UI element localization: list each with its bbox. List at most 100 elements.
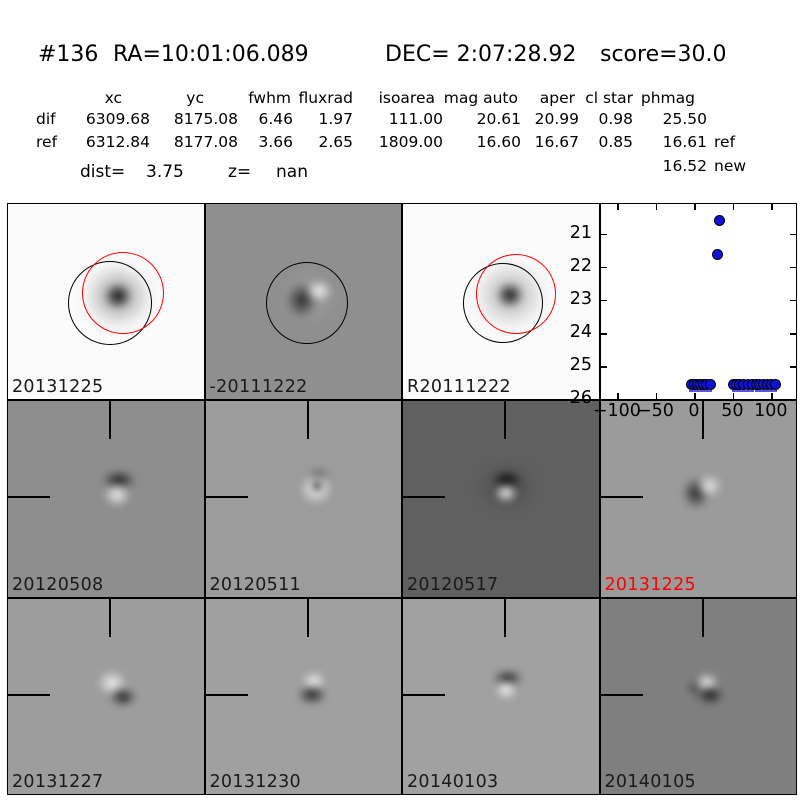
target-tick-horizontal [403, 693, 445, 696]
x-axis-tick [694, 204, 696, 210]
cutout-panel-20120517: 20120517 [402, 400, 600, 598]
y-tick-label: 26 [569, 388, 592, 409]
y-axis-tick [600, 366, 607, 368]
target-tick-vertical [701, 401, 704, 440]
lightcurve-plot [599, 203, 797, 401]
cutout-blob [306, 468, 331, 481]
cutout-date-label: 20131225 [12, 377, 104, 398]
x-axis-tick [694, 393, 696, 400]
y-axis-tick [600, 333, 607, 335]
y-axis-tick [600, 399, 607, 400]
y-axis-tick [790, 299, 796, 302]
target-tick-horizontal [8, 496, 50, 499]
cutout-panel-R20111222: R20111222 [402, 203, 600, 401]
target-tick-vertical [701, 598, 704, 637]
cutout-grid: 20131225 -20111222 R20111222 20120508 201205… [7, 203, 797, 795]
cutout-panel-20120508: 20120508 [7, 400, 205, 598]
limit-bar [732, 390, 754, 393]
target-tick-vertical [504, 598, 506, 637]
ra-value: RA=10:01:06.089 [113, 42, 309, 67]
target-tick-vertical [109, 598, 111, 637]
cutout-panel-20140105: 20140105 [599, 597, 797, 795]
row-label-dif: dif [36, 110, 56, 128]
col-isoarea: isoarea [378, 89, 435, 107]
target-tick-vertical [504, 401, 506, 440]
candidate-id: #136 [38, 42, 99, 67]
target-tick-horizontal [8, 693, 50, 696]
data-point-detections [711, 248, 723, 260]
x-tick-label: 0 [688, 401, 700, 422]
z-label: z= [228, 162, 252, 182]
cutout-blob [296, 684, 327, 705]
aperture-circle-red [476, 254, 556, 334]
cutout-panel--20111222: -20111222 [204, 203, 402, 401]
x-axis-tick [732, 393, 735, 400]
cutout-blob [109, 686, 137, 707]
cutout-date-label: 20120508 [12, 574, 104, 595]
cutout-blob [695, 684, 724, 705]
y-axis-tick [600, 233, 607, 236]
x-axis-tick [655, 204, 658, 210]
cutout-blob [494, 483, 518, 504]
z-value: nan [276, 162, 308, 182]
y-tick-label: 25 [569, 355, 592, 376]
score-value: score=30.0 [600, 42, 727, 67]
aperture-circle-red [82, 252, 164, 334]
cutout-panel-20131227: 20131227 [7, 597, 205, 795]
x-tick-label: −50 [636, 401, 674, 422]
x-tick-label: 50 [721, 401, 744, 422]
x-tick-label: 100 [754, 401, 788, 422]
col-xc: xc [104, 89, 122, 107]
target-tick-horizontal [205, 496, 248, 499]
x-axis-tick [771, 204, 773, 210]
dec-value: DEC= 2:07:28.92 [385, 42, 577, 67]
cutout-date-label: 20131225 [604, 574, 696, 595]
cutout-blob [495, 679, 517, 700]
y-axis-tick [600, 299, 607, 302]
col-fwhm: fwhm [248, 89, 291, 107]
y-tick-label: 21 [569, 222, 592, 243]
table-row-phmag-new: 16.52 new [36, 157, 757, 176]
col-phmag: phmag [640, 89, 695, 107]
x-axis-tick [617, 204, 619, 210]
dist-label: dist= [80, 162, 126, 182]
col-cl-star: cl star [585, 89, 633, 107]
dist-value: 3.75 [146, 162, 184, 182]
y-axis-tick [600, 266, 607, 269]
y-axis-tick [790, 399, 796, 400]
col-fluxrad: fluxrad [298, 89, 353, 107]
cutout-blob [310, 479, 323, 494]
table-header-row: xc yc fwhm fluxrad isoarea mag auto aper… [36, 89, 757, 108]
cutout-blob [103, 483, 131, 508]
cutout-date-label: 20120517 [407, 574, 499, 595]
cutout-blob [695, 474, 722, 499]
cutout-panel-20131225: 20131225 [599, 400, 797, 598]
cutout-date-label: 20131230 [209, 771, 301, 792]
limit-bar [755, 390, 777, 393]
target-tick-horizontal [403, 496, 445, 499]
x-axis-tick [655, 393, 658, 400]
data-point-detections [713, 215, 725, 227]
data-point-upper_limits [705, 378, 717, 390]
cutout-panel-20120511: 20120511 [204, 400, 402, 598]
y-tick-label: 24 [569, 322, 592, 343]
x-axis-tick [617, 393, 619, 400]
y-tick-label: 23 [569, 288, 592, 309]
target-tick-vertical [306, 401, 309, 440]
x-tick-label: −100 [592, 401, 641, 422]
y-axis-tick [790, 333, 796, 335]
cutout-date-label: R20111222 [407, 377, 511, 398]
y-axis-tick [790, 366, 796, 368]
cutout-date-label: 20120511 [209, 574, 301, 595]
y-tick-label: 22 [569, 255, 592, 276]
cutout-panel-20131230: 20131230 [204, 597, 402, 795]
target-tick-horizontal [600, 496, 643, 499]
target-tick-horizontal [600, 693, 643, 696]
cutout-date-label: 20140105 [604, 771, 696, 792]
col-mag-auto: mag auto [443, 89, 518, 107]
limit-bar [689, 390, 713, 393]
target-tick-vertical [109, 401, 111, 440]
aperture-circle-black [265, 262, 348, 344]
row-label-ref: ref [36, 133, 58, 151]
